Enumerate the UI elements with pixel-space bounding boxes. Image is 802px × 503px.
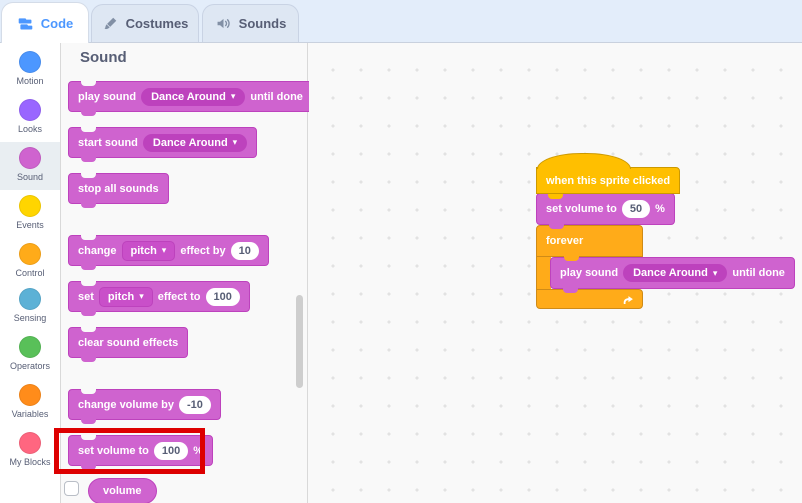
script-forever-block[interactable]: forever	[536, 225, 643, 261]
category-sensing[interactable]: Sensing	[0, 283, 60, 331]
tab-costumes-label: Costumes	[125, 16, 189, 31]
category-motion[interactable]: Motion	[0, 46, 60, 94]
category-operators[interactable]: Operators	[0, 331, 60, 379]
block-change-pitch-effect[interactable]: change pitch ▾ effect by 10	[68, 235, 269, 270]
paintbrush-icon	[102, 15, 119, 32]
dropdown-arrow-icon: ▾	[232, 137, 238, 147]
category-sound[interactable]: Sound	[0, 142, 60, 190]
looks-color-dot	[19, 99, 41, 121]
block-change-volume-by[interactable]: change volume by -10	[68, 389, 221, 424]
loop-arrow-icon	[623, 296, 633, 304]
sound-dropdown[interactable]: Dance Around ▾	[623, 264, 728, 282]
effect-dropdown[interactable]: pitch ▾	[98, 286, 153, 307]
block-play-sound-until-done[interactable]: play sound Dance Around ▾ until done	[68, 81, 313, 116]
dropdown-arrow-icon: ▾	[139, 291, 144, 301]
volume-checkbox[interactable]	[64, 481, 79, 496]
block-volume-reporter[interactable]: volume	[88, 478, 157, 503]
block-stop-all-sounds[interactable]: stop all sounds	[68, 173, 169, 208]
palette-scrollbar[interactable]	[296, 295, 303, 388]
number-input[interactable]: 50	[621, 200, 651, 218]
tab-bar: Code Costumes Sounds	[0, 0, 802, 43]
forever-bottom-arm	[536, 289, 643, 309]
tab-code[interactable]: Code	[1, 2, 89, 43]
code-blocks-icon	[17, 15, 34, 32]
number-input[interactable]: 100	[205, 287, 240, 306]
speaker-icon	[215, 15, 232, 32]
tab-costumes[interactable]: Costumes	[91, 4, 199, 42]
sound-color-dot	[19, 147, 41, 169]
forever-spine	[536, 256, 551, 290]
category-sidebar: Motion Looks Sound Events Control Sensin…	[0, 43, 61, 503]
script-when-sprite-clicked[interactable]: when this sprite clicked	[536, 167, 681, 194]
palette-header: Sound	[80, 49, 127, 66]
sensing-color-dot	[19, 288, 41, 310]
sound-dropdown[interactable]: Dance Around ▾	[141, 87, 246, 106]
category-looks[interactable]: Looks	[0, 94, 60, 142]
tab-code-label: Code	[40, 15, 74, 31]
dropdown-arrow-icon: ▾	[161, 245, 167, 255]
block-set-volume-to[interactable]: set volume to 100 %	[68, 435, 214, 470]
effect-dropdown[interactable]: pitch ▾	[121, 240, 176, 261]
dropdown-arrow-icon: ▾	[712, 267, 718, 278]
script-set-volume-to[interactable]: set volume to 50 %	[536, 193, 675, 229]
block-set-pitch-effect[interactable]: set pitch ▾ effect to 100	[68, 281, 250, 316]
category-events[interactable]: Events	[0, 190, 60, 238]
events-color-dot	[19, 195, 41, 217]
motion-color-dot	[19, 51, 41, 73]
script-play-sound-until-done[interactable]: play sound Dance Around ▾ until done	[550, 257, 795, 293]
control-color-dot	[19, 243, 41, 265]
number-input[interactable]: 10	[230, 241, 259, 260]
number-input[interactable]: 100	[153, 441, 189, 460]
tab-sounds[interactable]: Sounds	[202, 4, 299, 42]
sound-dropdown[interactable]: Dance Around ▾	[142, 133, 248, 152]
block-start-sound[interactable]: start sound Dance Around ▾	[68, 127, 258, 162]
dropdown-arrow-icon: ▾	[230, 91, 236, 101]
variables-color-dot	[19, 384, 41, 406]
operators-color-dot	[19, 336, 41, 358]
category-control[interactable]: Control	[0, 238, 60, 286]
category-variables[interactable]: Variables	[0, 379, 60, 427]
block-palette	[61, 43, 308, 503]
my-blocks-color-dot	[19, 432, 41, 454]
tab-sounds-label: Sounds	[238, 16, 287, 31]
category-my-blocks[interactable]: My Blocks	[0, 427, 60, 475]
number-input[interactable]: -10	[178, 395, 211, 414]
block-clear-sound-effects[interactable]: clear sound effects	[68, 327, 189, 362]
